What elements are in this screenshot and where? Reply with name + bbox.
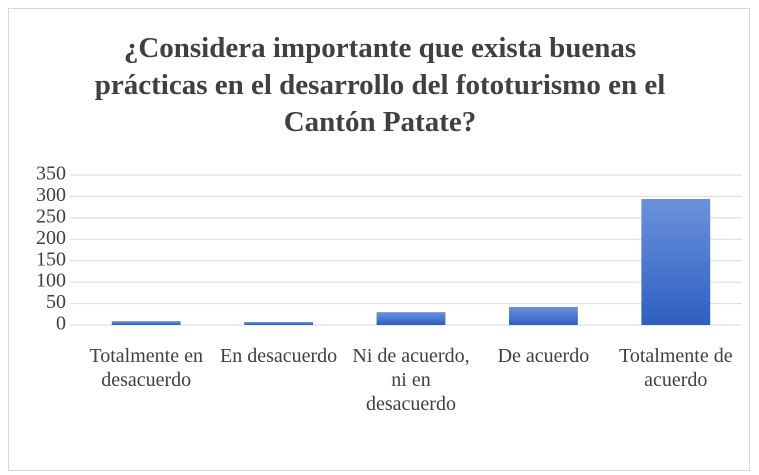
y-tick-label: 150	[36, 248, 66, 270]
chart-title: ¿Considera importante que exista buenas …	[94, 32, 666, 138]
chart-border	[8, 8, 750, 471]
bar	[111, 321, 181, 325]
y-tick-label: 100	[36, 270, 66, 292]
x-tick-label: De acuerdo	[497, 345, 590, 367]
y-tick-label: 0	[56, 313, 66, 335]
y-tick-label: 350	[36, 163, 66, 185]
bar	[244, 322, 314, 325]
x-tick-label: Totalmente en desacuerdo	[89, 345, 203, 391]
y-tick-label: 50	[46, 291, 66, 313]
bar	[376, 312, 446, 325]
x-tick-label: Totalmente de acuerdo	[619, 345, 733, 391]
y-tick-label: 300	[36, 184, 66, 206]
x-tick-label: En desacuerdo	[220, 345, 338, 367]
x-tick-label: Ni de acuerdo, ni en desacuerdo	[352, 345, 470, 415]
y-tick-label: 250	[36, 205, 66, 227]
bar	[508, 307, 578, 325]
bar	[641, 199, 711, 325]
y-tick-label: 200	[36, 227, 66, 249]
